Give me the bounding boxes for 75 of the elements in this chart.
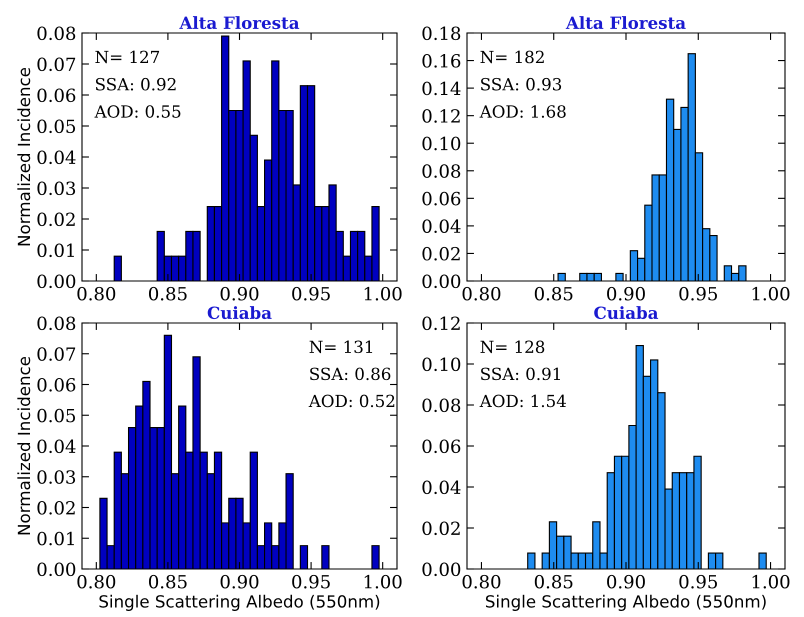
x-tick-label: 0.85 [149,574,187,589]
annotation: N= 127 [95,50,160,64]
y-tick-label: 0.00 [422,562,460,576]
y-tick-label: 0.03 [37,470,76,484]
chart-title: Alta Floresta [566,16,686,30]
annotation: N= 131 [310,340,372,354]
x-tick-label: 0.80 [77,574,116,589]
y-tick-label: 0.14 [422,82,461,96]
y-tick-label: 0.08 [422,398,460,412]
annotation: N= 182 [480,50,544,64]
x-tick-label: 0.95 [292,574,330,589]
y-tick-label: 0.04 [422,219,461,234]
x-tick-label: 0.85 [534,286,572,301]
y-tick-label: 0.04 [37,150,76,164]
x-tick-label: 0.80 [462,286,500,301]
y-tick-label: 0.06 [422,439,460,454]
y-tick-label: 0.00 [422,274,460,288]
y-tick-label: 0.12 [422,316,460,330]
y-tick-label: 0.02 [37,212,75,226]
x-tick-label: 0.95 [679,286,717,301]
y-tick-label: 0.01 [37,532,74,546]
y-tick-label: 0.08 [422,164,460,178]
annotation: SSA: 0.91 [481,368,560,380]
x-tick-label: 0.80 [462,574,500,589]
annotation: SSA: 0.92 [96,78,176,91]
y-tick-label: 0.16 [422,54,460,68]
y-tick-label: 0.04 [422,480,461,494]
y-axis-title: Normalized Incidence [17,356,30,534]
annotation: AOD: 0.52 [308,394,394,408]
x-tick-label: 0.95 [679,574,717,589]
y-tick-label: 0.02 [37,500,75,515]
x-tick-label: 0.90 [607,574,645,589]
annotation: N= 128 [480,340,544,354]
y-tick-label: 0.08 [37,316,76,330]
x-tick-label: 0.80 [77,286,116,301]
chart-title: Alta Floresta [179,16,300,30]
y-tick-label: 0.05 [37,119,76,134]
y-tick-label: 0.06 [37,88,76,102]
x-tick-label: 1.00 [364,286,402,301]
y-tick-label: 0.02 [422,246,460,261]
x-axis-title: Single Scattering Albedo (550nm) [486,594,766,611]
x-tick-label: 1.00 [752,574,790,589]
y-tick-label: 0.04 [37,439,76,454]
x-axis-title: Single Scattering Albedo (550nm) [99,594,380,611]
x-tick-label: 0.95 [292,286,330,301]
y-tick-label: 0.18 [422,26,460,40]
y-tick-label: 0.06 [37,378,76,392]
x-tick-label: 0.85 [149,286,187,301]
chart-title: Cuiaba [208,306,272,320]
y-tick-label: 0.00 [37,562,76,576]
x-tick-label: 0.85 [534,574,572,589]
y-tick-label: 0.12 [422,109,460,123]
y-tick-label: 0.10 [422,136,460,150]
annotation: AOD: 0.55 [94,105,180,118]
x-tick-label: 0.90 [220,286,258,301]
x-tick-label: 0.90 [220,574,258,589]
y-tick-label: 0.01 [37,243,74,258]
y-tick-label: 0.07 [37,347,76,361]
y-tick-label: 0.03 [37,181,76,196]
y-tick-label: 0.08 [37,26,76,40]
y-tick-label: 0.00 [37,274,76,288]
y-tick-label: 0.10 [422,357,460,372]
annotation: SSA: 0.86 [310,368,390,380]
x-tick-label: 1.00 [364,574,402,589]
annotation: SSA: 0.93 [481,78,562,91]
y-axis-title: Normalized Incidence [17,68,30,246]
x-tick-label: 0.90 [607,286,645,301]
x-tick-label: 1.00 [752,286,790,301]
y-tick-label: 0.05 [37,408,76,422]
chart-title: Cuiaba [594,306,658,320]
annotation: AOD: 1.68 [480,105,566,118]
annotation: AOD: 1.54 [480,394,566,408]
y-tick-label: 0.07 [37,57,76,72]
y-tick-label: 0.06 [422,192,460,206]
y-tick-label: 0.02 [422,521,460,536]
